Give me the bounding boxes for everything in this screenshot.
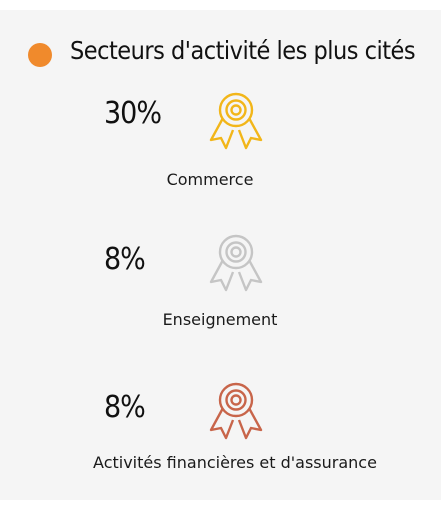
sector-label-finance: Activités financières et d'assurance xyxy=(93,453,377,472)
sectors-panel: Secteurs d'activité les plus cités 30% C… xyxy=(0,10,441,500)
sector-label-commerce: Commerce xyxy=(166,170,254,189)
sector-percent-finance: 8% xyxy=(104,390,146,425)
header-bullet-icon xyxy=(28,43,52,67)
sector-percent-enseignement: 8% xyxy=(104,242,146,277)
award-ribbon-icon xyxy=(209,234,263,292)
award-ribbon-icon xyxy=(209,382,263,440)
section-title: Secteurs d'activité les plus cités xyxy=(70,36,416,65)
award-ribbon-icon xyxy=(209,92,263,150)
sector-label-enseignement: Enseignement xyxy=(162,310,278,329)
sector-percent-commerce: 30% xyxy=(104,96,162,131)
